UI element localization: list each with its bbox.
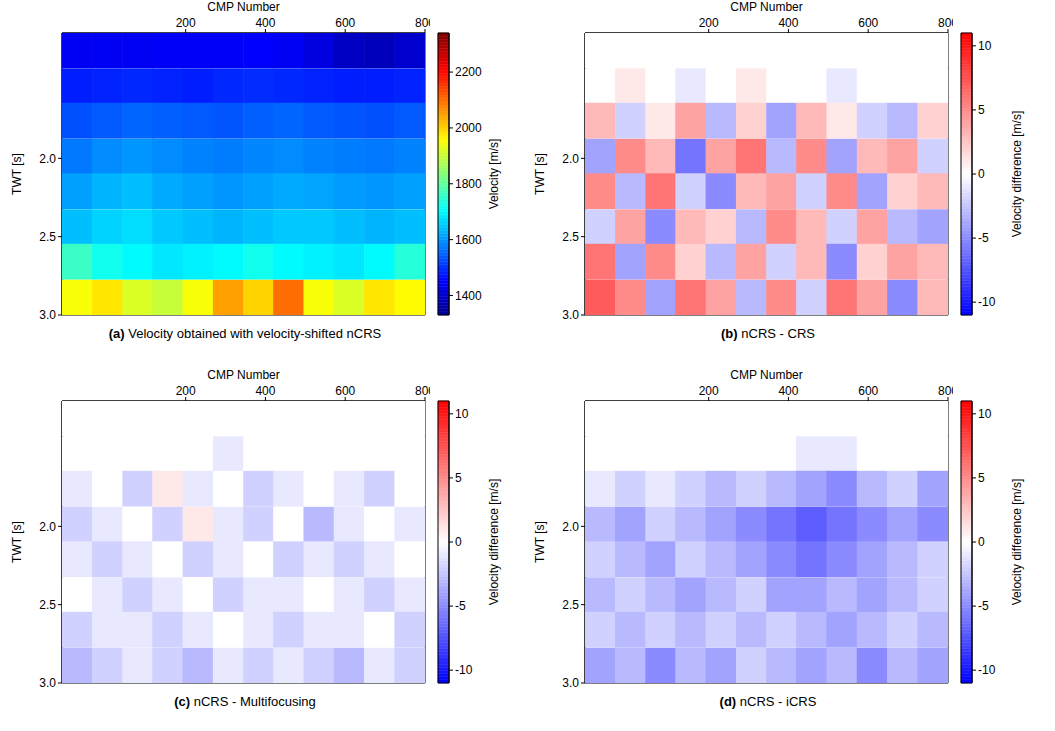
svg-text:3.0: 3.0 [562, 308, 579, 320]
svg-text:600: 600 [335, 16, 355, 30]
svg-text:3.0: 3.0 [39, 676, 56, 688]
html-text:CMP Number: CMP Number [207, 0, 280, 14]
svg-text:5: 5 [978, 103, 985, 117]
svg-text:800: 800 [415, 384, 430, 398]
svg-text:200: 200 [176, 384, 196, 398]
html-text:CMP Number: CMP Number [730, 368, 803, 382]
svg-text:5: 5 [978, 471, 985, 485]
svg-text:800: 800 [938, 384, 953, 398]
svg-text:400: 400 [255, 16, 275, 30]
svg-text:TWT [s]: TWT [s] [533, 521, 547, 563]
svg-text:2.5: 2.5 [562, 230, 579, 244]
svg-text:2.0: 2.0 [562, 152, 579, 166]
svg-text:10: 10 [455, 407, 469, 421]
svg-text:-10: -10 [978, 663, 996, 677]
svg-text:1400: 1400 [455, 289, 482, 303]
svg-text:800: 800 [938, 16, 953, 30]
svg-text:TWT [s]: TWT [s] [533, 153, 547, 195]
svg-text:-5: -5 [978, 231, 989, 245]
svg-text:200: 200 [176, 16, 196, 30]
svg-text:200: 200 [699, 384, 719, 398]
svg-text:600: 600 [335, 384, 355, 398]
svg-text:0: 0 [455, 535, 462, 549]
svg-text:5: 5 [455, 471, 462, 485]
svg-text:2.0: 2.0 [39, 520, 56, 534]
svg-text:2.5: 2.5 [39, 230, 56, 244]
html-text:(c) nCRS - Multifocusing: (c) nCRS - Multifocusing [174, 694, 316, 709]
html-text:CMP Number: CMP Number [730, 0, 803, 14]
svg-text:0: 0 [978, 535, 985, 549]
svg-text:600: 600 [858, 384, 878, 398]
svg-text:-5: -5 [455, 599, 466, 613]
svg-text:-10: -10 [455, 663, 473, 677]
svg-text:TWT [s]: TWT [s] [10, 521, 24, 563]
html-text:CMP Number: CMP Number [207, 368, 280, 382]
html-text:(b) nCRS - CRS: (b) nCRS - CRS [721, 326, 815, 341]
svg-text:200: 200 [699, 16, 719, 30]
svg-text:Velocity [m/s]: Velocity [m/s] [487, 139, 501, 210]
html-text:(d) nCRS - iCRS: (d) nCRS - iCRS [719, 694, 817, 709]
svg-text:400: 400 [778, 16, 798, 30]
html-text:(a) Velocity obtained with vel: (a) Velocity obtained with velocity-shif… [108, 326, 382, 341]
svg-text:3.0: 3.0 [562, 676, 579, 688]
svg-text:400: 400 [255, 384, 275, 398]
svg-text:400: 400 [778, 384, 798, 398]
svg-text:-5: -5 [978, 599, 989, 613]
svg-text:2200: 2200 [455, 65, 482, 79]
svg-text:600: 600 [858, 16, 878, 30]
svg-text:10: 10 [978, 39, 992, 53]
svg-text:2.5: 2.5 [39, 598, 56, 612]
svg-text:2000: 2000 [455, 121, 482, 135]
svg-text:TWT [s]: TWT [s] [10, 153, 24, 195]
svg-text:Velocity difference [m/s]: Velocity difference [m/s] [1010, 479, 1024, 606]
svg-text:Velocity difference [m/s]: Velocity difference [m/s] [1010, 111, 1024, 238]
svg-text:3.0: 3.0 [39, 308, 56, 320]
svg-text:2.5: 2.5 [562, 598, 579, 612]
svg-text:0: 0 [978, 167, 985, 181]
svg-text:800: 800 [415, 16, 430, 30]
svg-text:1800: 1800 [455, 177, 482, 191]
svg-text:2.0: 2.0 [562, 520, 579, 534]
svg-text:2.0: 2.0 [39, 152, 56, 166]
svg-text:-10: -10 [978, 295, 996, 309]
svg-text:1600: 1600 [455, 233, 482, 247]
svg-text:10: 10 [978, 407, 992, 421]
svg-text:Velocity difference [m/s]: Velocity difference [m/s] [487, 479, 501, 606]
